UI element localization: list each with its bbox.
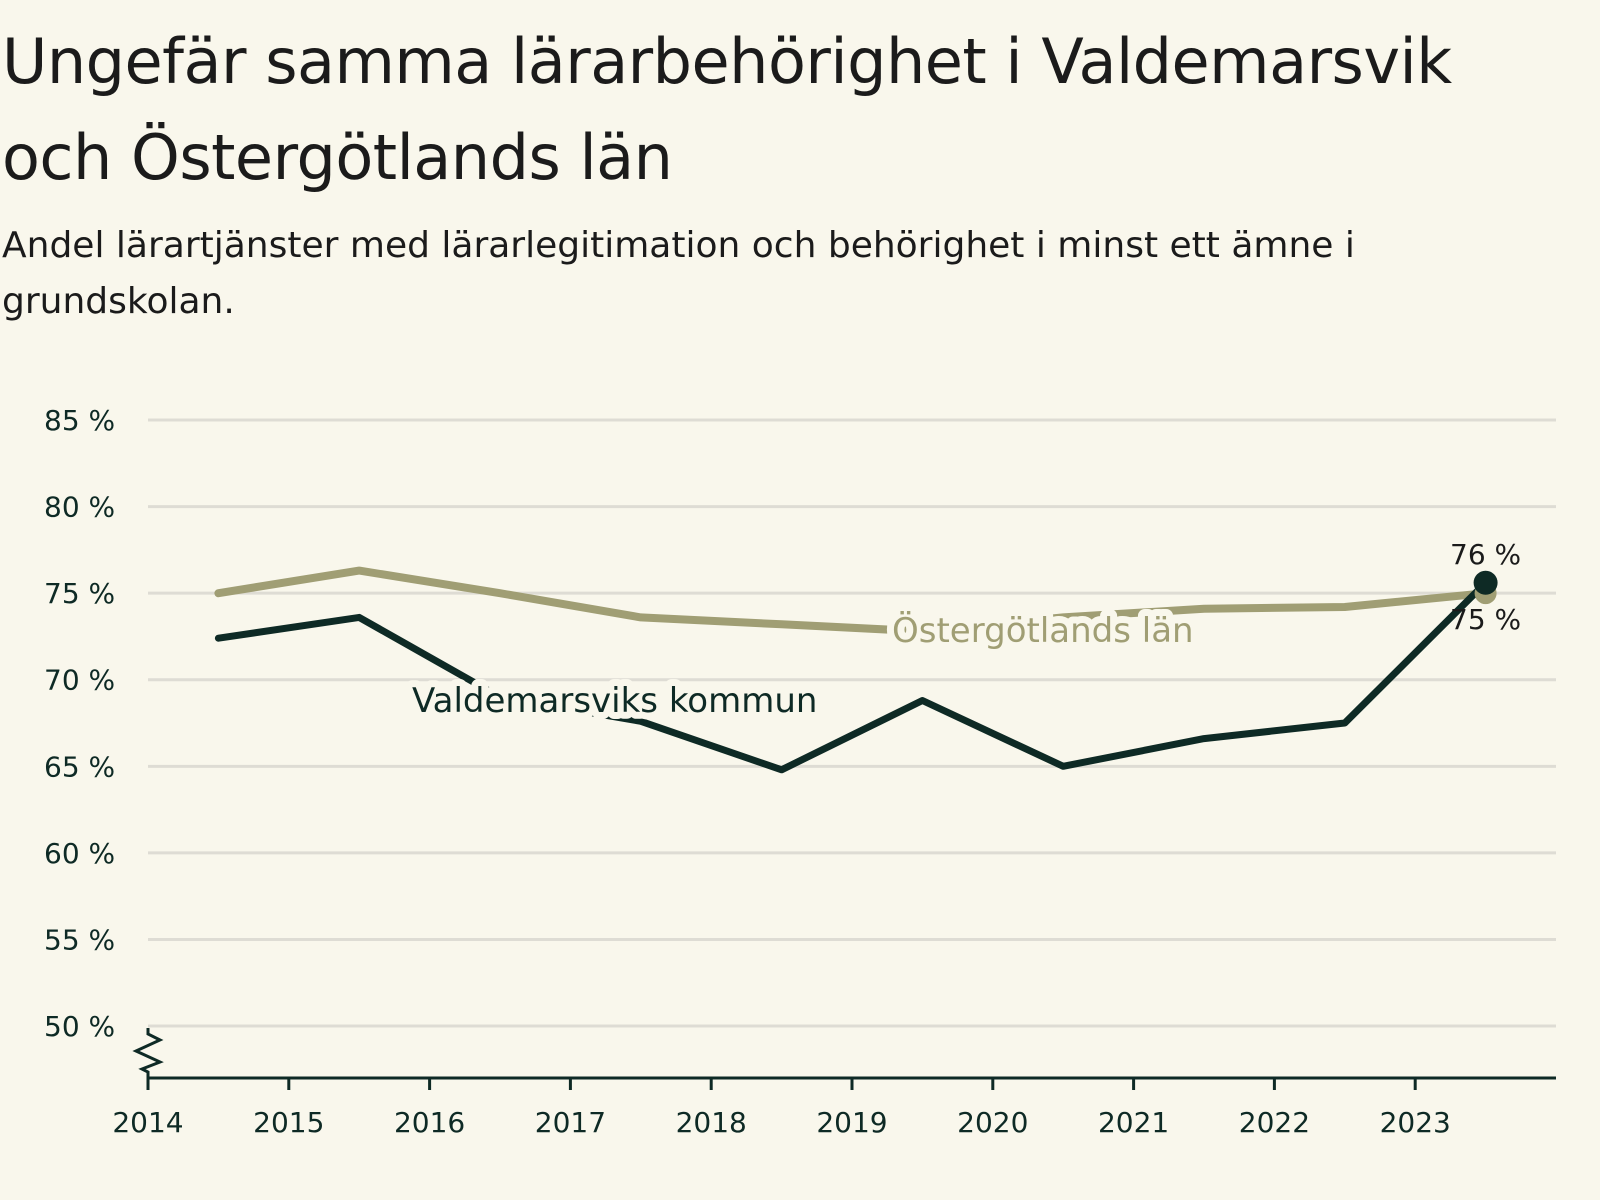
x-tick-label: 2014 [112, 1106, 183, 1139]
series-label-kommun-halo: Valdemarsviks kommun [412, 681, 817, 721]
series-label-lan-halo: Östergötlands län [892, 610, 1194, 651]
y-axis-ticks: 50 % 55 % 60 % 65 % 70 % 75 % 80 % 85 % [44, 404, 115, 1043]
gridlines [148, 418, 1556, 1028]
y-tick-label: 50 % [44, 1010, 115, 1043]
x-tick-label: 2018 [676, 1106, 747, 1139]
x-tick-label: 2015 [253, 1106, 324, 1139]
end-label-kommun: 76 % [1450, 538, 1521, 571]
y-tick-label: 55 % [44, 923, 115, 956]
series-label-kommun: Valdemarsviks kommun [412, 681, 817, 721]
x-tick-label: 2021 [1098, 1106, 1169, 1139]
end-label-lan: 75 % [1450, 603, 1521, 636]
x-tick-label: 2017 [535, 1106, 606, 1139]
y-tick-label: 85 % [44, 404, 115, 437]
series-line-östergötlands-län [214, 566, 1490, 636]
x-tick-label: 2022 [1239, 1106, 1310, 1139]
y-tick-label: 70 % [44, 664, 115, 697]
y-tick-label: 75 % [44, 577, 115, 610]
x-tick-label: 2019 [816, 1106, 887, 1139]
x-tick-label: 2023 [1380, 1106, 1451, 1139]
y-tick-label: 65 % [44, 750, 115, 783]
series-lines [214, 566, 1498, 774]
axis-break-icon [132, 1028, 164, 1078]
chart-subtitle: Andel lärartjänster med lärarlegitimatio… [2, 225, 1355, 322]
series-label-lan: Östergötlands län [892, 610, 1194, 651]
x-tick-label: 2020 [957, 1106, 1028, 1139]
chart-title: Ungefär samma lärarbehörighet i Valdemar… [2, 25, 1452, 194]
x-tick-label: 2016 [394, 1106, 465, 1139]
series-line-valdemarsviks-kommun [214, 579, 1490, 774]
y-tick-label: 80 % [44, 491, 115, 524]
x-axis: 2014 2015 2016 2017 2018 2019 2020 2021 2022 2023 [112, 1028, 1556, 1139]
y-tick-label: 60 % [44, 837, 115, 870]
end-point-kommun [1473, 570, 1498, 595]
